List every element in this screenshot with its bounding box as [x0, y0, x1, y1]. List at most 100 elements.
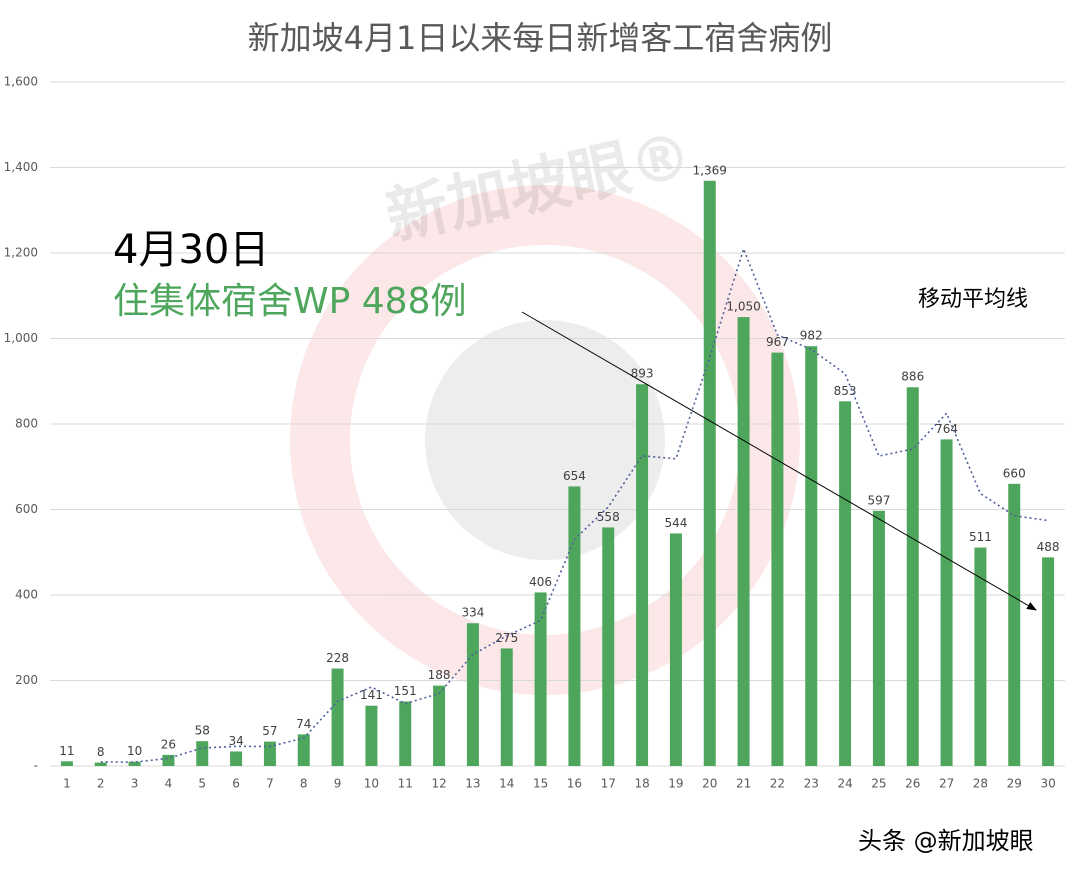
data-label: 967 — [766, 335, 789, 349]
data-label: 26 — [161, 737, 176, 751]
data-label: 764 — [935, 422, 958, 436]
x-tick-label: 27 — [939, 777, 954, 791]
bar — [636, 384, 649, 766]
data-label: 654 — [563, 469, 586, 483]
data-label: 558 — [597, 510, 620, 524]
bar — [703, 180, 716, 766]
bar — [906, 387, 919, 766]
x-tick-label: 30 — [1040, 777, 1055, 791]
data-label: 228 — [326, 651, 349, 665]
data-label: 275 — [495, 631, 518, 645]
x-tick-label: 9 — [334, 777, 342, 791]
y-tick-label: 1,200 — [4, 246, 38, 260]
data-label: 1,050 — [726, 300, 760, 314]
x-tick-label: 5 — [198, 777, 206, 791]
x-tick-label: 12 — [431, 777, 446, 791]
y-tick-label: 400 — [15, 588, 38, 602]
bar — [60, 761, 73, 766]
bar — [500, 648, 513, 766]
data-label: 188 — [428, 668, 451, 682]
x-tick-label: 20 — [702, 777, 717, 791]
data-label: 334 — [461, 606, 484, 620]
data-label: 406 — [529, 575, 552, 589]
bar — [974, 547, 987, 766]
bar — [365, 705, 378, 766]
chart-title: 新加坡4月1日以来每日新增客工宿舍病例 — [248, 19, 833, 57]
data-label: 982 — [800, 329, 823, 343]
bar — [230, 751, 243, 766]
x-tick-label: 18 — [634, 777, 649, 791]
bar — [162, 754, 175, 766]
x-tick-label: 8 — [300, 777, 308, 791]
bar — [1008, 483, 1021, 766]
data-label: 1,369 — [693, 163, 727, 177]
data-label: 886 — [901, 370, 924, 384]
data-label: 74 — [296, 717, 311, 731]
data-label: 893 — [631, 367, 654, 381]
x-tick-label: 1 — [63, 777, 71, 791]
bar — [940, 439, 953, 766]
bar — [805, 346, 818, 766]
x-tick-label: 26 — [905, 777, 920, 791]
bar — [669, 533, 682, 766]
x-tick-label: 11 — [398, 777, 413, 791]
bar — [568, 486, 581, 766]
bar — [331, 668, 344, 766]
bar — [737, 317, 750, 766]
data-label: 597 — [867, 493, 890, 507]
data-label: 57 — [262, 724, 277, 738]
bar — [297, 734, 310, 766]
bar — [872, 510, 885, 766]
x-tick-label: 23 — [804, 777, 819, 791]
x-tick-label: 4 — [165, 777, 173, 791]
x-tick-label: 17 — [601, 777, 616, 791]
data-label: 58 — [195, 724, 210, 738]
x-tick-label: 14 — [499, 777, 514, 791]
y-tick-label: 200 — [15, 673, 38, 687]
bar — [1042, 557, 1055, 766]
bar — [263, 741, 276, 766]
data-label: 10 — [127, 744, 142, 758]
x-tick-label: 28 — [973, 777, 988, 791]
data-label: 544 — [664, 516, 687, 530]
moving-average-line — [100, 246, 1049, 764]
x-tick-label: 3 — [131, 777, 139, 791]
x-tick-label: 25 — [871, 777, 886, 791]
x-tick-label: 22 — [770, 777, 785, 791]
data-label: 853 — [834, 384, 857, 398]
bar — [602, 527, 615, 766]
x-tick-label: 6 — [232, 777, 240, 791]
trend-arrow — [521, 311, 1037, 611]
y-tick-label: 800 — [15, 417, 38, 431]
x-tick-label: 2 — [97, 777, 105, 791]
bar — [128, 761, 141, 766]
bar — [399, 701, 412, 766]
bar — [466, 623, 479, 766]
data-label: 151 — [394, 684, 417, 698]
y-tick-label: 600 — [15, 502, 38, 516]
x-tick-label: 16 — [567, 777, 582, 791]
line-label: 移动平均线 — [918, 287, 1028, 312]
x-tick-label: 19 — [668, 777, 683, 791]
y-tick-label: 1,000 — [4, 331, 38, 345]
bar — [534, 592, 547, 766]
x-tick-label: 29 — [1007, 777, 1022, 791]
x-tick-label: 13 — [465, 777, 480, 791]
source-watermark: 头条 @新加坡眼 — [858, 827, 1034, 855]
y-tick-label: - — [34, 759, 38, 773]
x-tick-label: 10 — [364, 777, 379, 791]
x-tick-label: 24 — [837, 777, 852, 791]
x-tick-label: 15 — [533, 777, 548, 791]
data-label: 8 — [97, 745, 105, 759]
bar — [433, 685, 446, 766]
bar — [839, 401, 852, 766]
plot: 11 8 10 26 58 34 57 74 228 141 151 188 334 275 406 654 5… — [59, 163, 1060, 766]
y-tick-label: 1,400 — [4, 160, 38, 174]
data-label: 660 — [1003, 466, 1026, 480]
data-label: 11 — [59, 744, 74, 758]
y-tick-label: 1,600 — [4, 75, 38, 89]
data-label: 488 — [1037, 540, 1060, 554]
source-bg — [850, 822, 1062, 860]
